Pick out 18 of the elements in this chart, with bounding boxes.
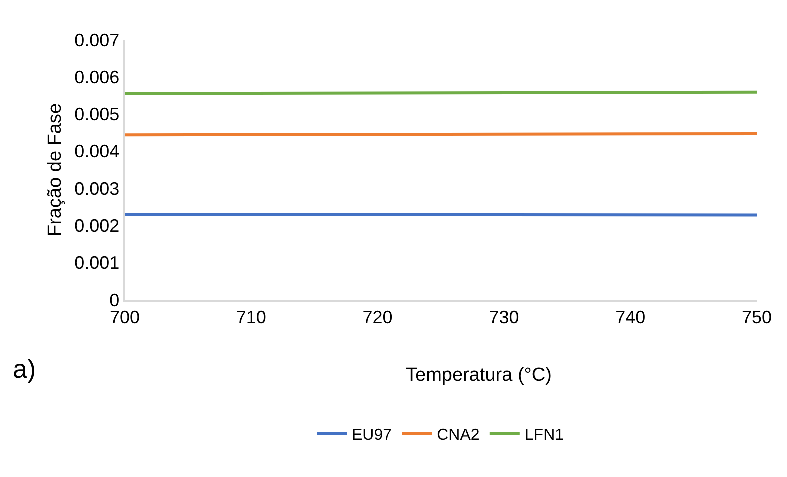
y-tick-label: 0.002 (74, 216, 120, 236)
x-tick-label: 710 (236, 307, 266, 328)
legend-label: EU97 (352, 427, 392, 444)
x-tick-label: 730 (489, 307, 520, 328)
y-tick-label: 0.006 (74, 67, 120, 88)
x-tick-label: 740 (616, 307, 646, 328)
text: a) (13, 354, 36, 384)
x-axis-title: Temperatura (°C) (406, 365, 552, 386)
y-tick-label: 0.005 (74, 104, 120, 125)
legend-label: LFN1 (524, 427, 564, 444)
y-tick-label: 0.004 (74, 142, 120, 162)
legend-label: CNA2 (437, 427, 480, 444)
y-axis-title: Fração de Fase (44, 103, 66, 237)
y-tick-label: 0.001 (74, 253, 120, 274)
x-tick-label: 720 (362, 307, 393, 328)
y-tick-label: 0.007 (74, 30, 120, 50)
y-tick-label: 0.003 (74, 178, 120, 199)
x-tick-label: 750 (742, 307, 772, 328)
